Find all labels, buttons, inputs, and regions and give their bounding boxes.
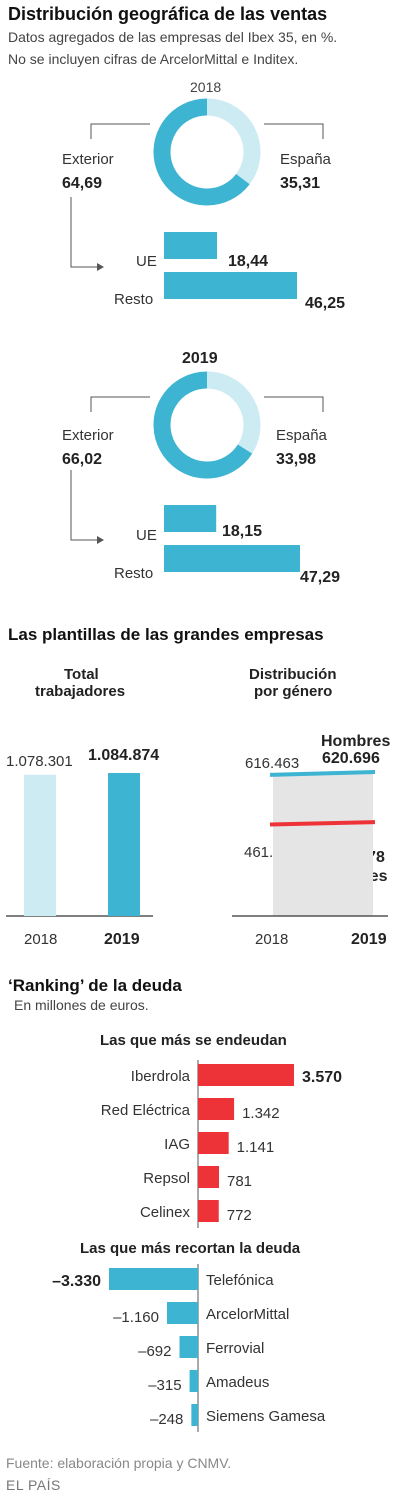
geo-2019-spain-label: España [276,427,327,444]
geo-2018-right-bracket [264,123,324,139]
debt-up-label-2: IAG [164,1136,190,1153]
debt-up-value-0: 3.570 [302,1069,342,1086]
men-2019-value: 620.696 [322,750,380,767]
debt-up-bar-0 [198,1064,294,1086]
geo-2019-arrowhead [97,536,104,544]
geo-2018-ue-value: 18,44 [228,253,269,270]
debt-up-bar-2 [198,1132,229,1154]
debt-down-bar-4 [191,1404,198,1426]
total-bar-2019 [108,773,140,916]
geo-2019-exterior-value: 66,02 [62,451,103,468]
debt-title: ‘Ranking’ de la deuda [8,976,182,995]
page-title: Distribución geográfica de las ventas [8,4,328,24]
geo-2019-ue-bar [164,505,217,532]
geo-2018-exterior-value: 64,69 [62,175,103,192]
total-2018-value: 1.078.301 [6,753,73,770]
debt-up-value-2: 1.141 [237,1139,275,1156]
debt-up-title: Las que más se endeudan [100,1032,287,1049]
debt-down-label-2: Ferrovial [206,1340,264,1357]
debt-down-value-4: –248 [150,1411,183,1428]
geo-2019-ue-value: 18,15 [222,523,263,540]
debt-down-bar-0 [109,1268,198,1290]
gender-title-line-2: por género [254,683,333,700]
debt-down-bar-3 [189,1370,198,1392]
geo-2018-connector [70,197,97,268]
debt-down-label-1: ArcelorMittal [206,1306,289,1323]
gender-axis-2019: 2019 [351,931,387,948]
debt-down-title: Las que más recortan la deuda [80,1240,301,1257]
gender-line-hombres [269,770,376,777]
debt-down-value-3: –315 [148,1377,181,1394]
gender-background-area [273,773,373,916]
debt-down-label-4: Siemens Gamesa [206,1408,326,1425]
total-2019-value: 1.084.874 [88,747,160,764]
geo-2019-year: 2019 [182,350,218,367]
geo-2018-resto-value: 46,25 [305,295,346,312]
geo-2019-resto-label: Resto [114,565,154,582]
geo-2019-exterior-label: Exterior [62,427,114,444]
debt-down-label-3: Amadeus [206,1374,269,1391]
men-label: Hombres [321,733,391,750]
debt-up-label-1: Red Eléctrica [101,1102,191,1119]
geo-2019-connector [70,470,97,541]
subtitle-line-1: Datos agregados de las empresas del Ibex… [8,29,338,45]
brand-logo: EL PAÍS [6,1477,61,1493]
donut-2019-exterior-slice [153,371,253,479]
debt-down-value-1: –1.160 [113,1309,159,1326]
debt-down-label-0: Telefónica [206,1272,274,1289]
debt-down-bar-2 [179,1336,198,1358]
debt-up-label-0: Iberdrola [131,1068,191,1085]
debt-down-value-0: –3.330 [52,1273,101,1290]
debt-up-bar-1 [198,1098,235,1120]
geo-2018-left-bracket [90,123,150,139]
debt-up-label-4: Celinex [140,1204,191,1221]
debt-down-bar-1 [166,1302,198,1324]
geo-2018-arrowhead [97,263,104,271]
debt-up-label-3: Repsol [143,1170,190,1187]
geo-2019-spain-value: 33,98 [276,451,317,468]
debt-up-value-4: 772 [227,1207,252,1224]
gender-axis-2018: 2018 [255,931,289,948]
geo-2018-spain-label: España [280,151,331,168]
geo-2018-ue-bar [164,232,218,259]
geo-2018-ue-label: UE [136,253,157,270]
geo-2018-resto-label: Resto [114,291,154,308]
total-bar-2018 [24,774,56,916]
geo-2019-ue-label: UE [136,527,157,544]
geo-2019-right-bracket [264,396,324,412]
geo-2019-left-bracket [90,396,150,412]
geo-2018-resto-bar [164,272,297,299]
debt-up-bar-4 [198,1200,219,1222]
gender-line-mujeres [269,820,376,827]
source-note: Fuente: elaboración propia y CNMV. [6,1455,232,1471]
debt-subtitle: En millones de euros. [14,997,149,1013]
total-title-line-2: trabajadores [35,683,126,700]
staff-title: Las plantillas de las grandes empresas [8,625,324,644]
gender-title-line-1: Distribución [249,666,337,683]
debt-up-value-3: 781 [227,1173,252,1190]
geo-2018-spain-value: 35,31 [280,175,321,192]
total-title-line-1: Total [64,666,99,683]
geo-2019-resto-bar [164,545,300,572]
subtitle-line-2: No se incluyen cifras de ArcelorMittal e… [8,51,299,67]
geo-2018-year: 2018 [190,79,222,95]
donut-2018-exterior-slice [153,98,250,206]
donut-2018-spain-slice [206,98,261,185]
geo-2018-exterior-label: Exterior [62,151,114,168]
debt-down-value-2: –692 [138,1343,171,1360]
donut-2019-spain-slice [206,371,261,454]
debt-up-value-1: 1.342 [242,1105,280,1122]
debt-up-bar-3 [198,1166,220,1188]
total-axis-2019: 2019 [104,931,140,948]
geo-2019-resto-value: 47,29 [300,569,341,586]
total-axis-2018: 2018 [24,931,58,948]
men-2018-value: 616.463 [245,755,300,772]
